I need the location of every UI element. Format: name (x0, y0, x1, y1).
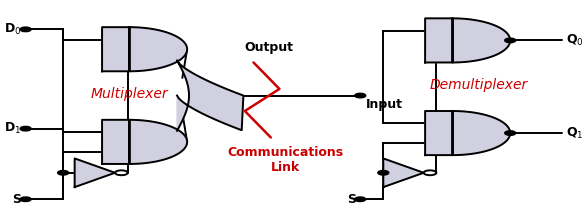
Circle shape (355, 93, 365, 97)
Circle shape (21, 127, 31, 131)
Polygon shape (102, 120, 187, 164)
Circle shape (424, 170, 436, 175)
Text: Input: Input (366, 98, 403, 111)
Text: Demultiplexer: Demultiplexer (429, 77, 527, 91)
Circle shape (21, 197, 31, 201)
Text: Q$_0$: Q$_0$ (566, 33, 584, 48)
Circle shape (115, 170, 128, 175)
Polygon shape (102, 27, 187, 71)
Text: S: S (12, 193, 22, 206)
Text: Q$_1$: Q$_1$ (566, 125, 584, 141)
Text: D$_1$: D$_1$ (4, 121, 22, 136)
Polygon shape (425, 18, 510, 62)
Text: Output: Output (245, 41, 294, 54)
Circle shape (21, 27, 31, 31)
Polygon shape (425, 111, 510, 155)
Circle shape (58, 171, 68, 175)
Circle shape (505, 131, 516, 135)
Circle shape (355, 197, 365, 201)
Circle shape (505, 38, 516, 42)
Text: D$_0$: D$_0$ (4, 22, 22, 37)
Circle shape (378, 171, 389, 175)
Text: S: S (347, 193, 356, 206)
Text: Multiplexer: Multiplexer (91, 87, 168, 101)
Polygon shape (177, 60, 243, 131)
Text: Communications
Link: Communications Link (227, 146, 343, 174)
Polygon shape (75, 159, 115, 187)
Polygon shape (383, 159, 424, 187)
